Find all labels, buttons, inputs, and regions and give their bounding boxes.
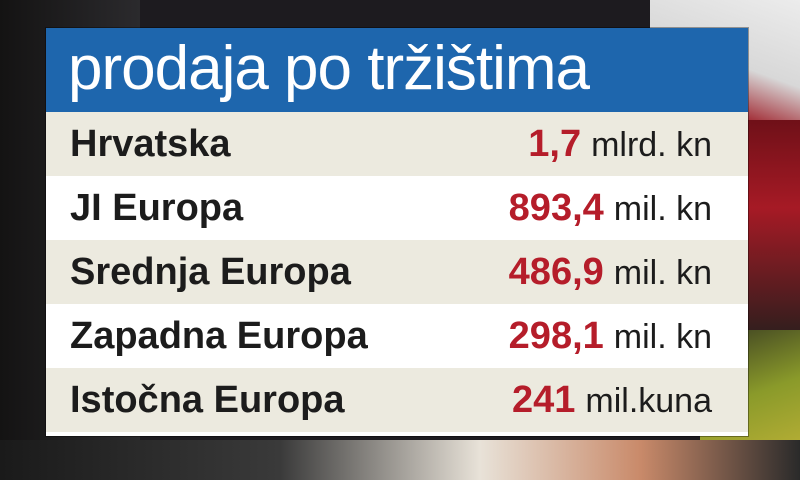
region-label: Istočna Europa bbox=[70, 379, 345, 421]
amount-cell: 486,9 mil. kn bbox=[509, 240, 712, 312]
table-row: Hrvatska 1,7 mlrd. kn bbox=[46, 112, 748, 176]
amount-cell: 298,1 mil. kn bbox=[509, 304, 712, 376]
table-header: prodaja po tržištima bbox=[46, 28, 748, 112]
sales-unit: mlrd. kn bbox=[591, 126, 712, 164]
table-row: Srednja Europa 486,9 mil. kn bbox=[46, 240, 748, 304]
sales-unit: mil. kn bbox=[613, 190, 712, 228]
amount-cell: 893,4 mil. kn bbox=[509, 176, 712, 248]
sales-unit: mil. kn bbox=[613, 254, 712, 292]
region-label: Hrvatska bbox=[70, 123, 231, 165]
region-label: Zapadna Europa bbox=[70, 315, 368, 357]
table-row: Istočna Europa 241 mil.kuna bbox=[46, 368, 748, 432]
sales-table-panel: prodaja po tržištima Hrvatska 1,7 mlrd. k… bbox=[46, 28, 748, 436]
sales-value: 486,9 bbox=[508, 251, 604, 293]
sales-value: 298,1 bbox=[508, 315, 604, 357]
table-row: Zapadna Europa 298,1 mil. kn bbox=[46, 304, 748, 368]
table-title: prodaja po tržištima bbox=[68, 34, 590, 103]
amount-cell: 241 mil.kuna bbox=[512, 368, 712, 440]
table-row: JI Europa 893,4 mil. kn bbox=[46, 176, 748, 240]
background-bottom-strip bbox=[0, 440, 800, 480]
sales-value: 893,4 bbox=[508, 187, 604, 229]
sales-unit: mil. kn bbox=[613, 318, 712, 356]
region-label: JI Europa bbox=[70, 187, 244, 229]
sales-unit: mil.kuna bbox=[585, 382, 712, 420]
sales-value: 1,7 bbox=[528, 123, 582, 165]
amount-cell: 1,7 mlrd. kn bbox=[528, 112, 712, 184]
sales-value: 241 bbox=[511, 379, 576, 421]
region-label: Srednja Europa bbox=[70, 251, 351, 293]
